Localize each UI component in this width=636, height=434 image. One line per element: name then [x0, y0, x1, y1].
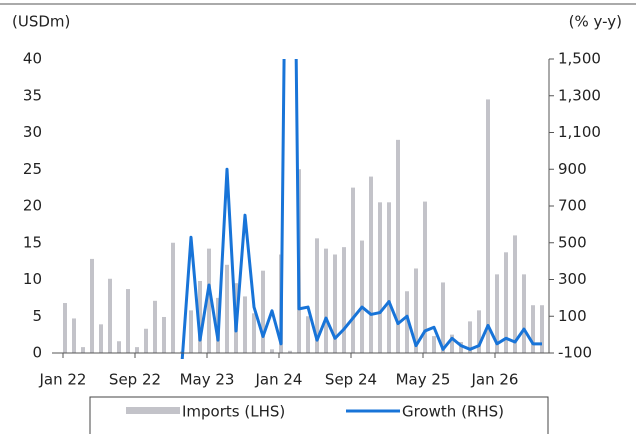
bar: [63, 303, 67, 353]
y-tick-label: 0: [32, 344, 42, 362]
bar: [270, 349, 274, 353]
bar: [135, 347, 139, 353]
bar: [396, 139, 400, 353]
y-tick-label: 35: [23, 86, 42, 104]
x-tick-label: Sep 24: [325, 371, 377, 389]
bar: [540, 305, 544, 353]
bar: [333, 254, 337, 353]
bar: [450, 334, 454, 353]
y-tick-label: 10: [23, 270, 42, 288]
bar: [387, 202, 391, 353]
bar: [261, 270, 265, 353]
bar: [441, 282, 445, 353]
growth-line: [180, 59, 542, 359]
y-axis-label: (USDm): [12, 13, 70, 31]
bar: [351, 187, 355, 353]
y2-tick-label: 300: [558, 270, 587, 288]
legend-label: Imports (LHS): [182, 403, 285, 421]
y2-tick-label: 900: [558, 160, 587, 178]
lines: [180, 59, 542, 359]
bar: [495, 274, 499, 353]
bars: [63, 99, 544, 353]
bar: [99, 324, 103, 353]
y2-tick-label: 1,300: [558, 86, 601, 104]
bar: [153, 300, 157, 353]
y2-tick-label: 1,500: [558, 50, 601, 68]
y-tick-label: 5: [32, 307, 42, 325]
bar: [315, 238, 319, 353]
y-tick-label: 30: [23, 123, 42, 141]
bar: [207, 248, 211, 353]
legend-swatch: [126, 407, 180, 414]
bar: [477, 310, 481, 353]
y-tick-label: 25: [23, 160, 42, 178]
y2-tick-label: 500: [558, 233, 587, 251]
y2-axis-label: (% y-y): [569, 13, 622, 31]
bar: [189, 310, 193, 353]
x-tick-label: Jan 22: [39, 371, 87, 389]
bar: [162, 316, 166, 353]
bar: [243, 296, 247, 353]
bar: [108, 278, 112, 353]
bar: [414, 268, 418, 353]
bar: [117, 341, 121, 353]
bar: [405, 291, 409, 353]
x-tick-label: Jan 24: [255, 371, 303, 389]
y-tick-label: 20: [23, 197, 42, 215]
bar: [468, 321, 472, 353]
bar: [531, 305, 535, 353]
bar: [324, 248, 328, 353]
y2-tick-label: 100: [558, 307, 587, 325]
bar: [81, 347, 85, 353]
bar: [126, 289, 130, 353]
bar: [72, 318, 76, 353]
legend-box: [89, 396, 549, 434]
bar: [225, 264, 229, 353]
bar: [459, 341, 463, 353]
bar: [171, 242, 175, 353]
bar: [198, 280, 202, 353]
bar: [360, 240, 364, 353]
bar: [504, 252, 508, 353]
bar: [486, 99, 490, 353]
x-tick-label: May 23: [180, 371, 235, 389]
y2-tick-label: 1,100: [558, 123, 601, 141]
bar: [90, 258, 94, 353]
bar: [306, 316, 310, 353]
bar: [423, 201, 427, 353]
x-tick-label: Jan 26: [471, 371, 519, 389]
bar: [378, 202, 382, 353]
bar: [252, 313, 256, 353]
y-tick-label: 15: [23, 233, 42, 251]
bar: [144, 328, 148, 353]
y-tick-label: 40: [23, 50, 42, 68]
bar: [288, 350, 292, 353]
x-tick-label: Sep 22: [109, 371, 161, 389]
y2-tick-label: -100: [558, 344, 592, 362]
bar: [369, 176, 373, 353]
legend-label: Growth (RHS): [402, 403, 504, 421]
bar: [342, 247, 346, 353]
x-tick-label: May 25: [396, 371, 451, 389]
y2-tick-label: 700: [558, 197, 587, 215]
bar: [522, 274, 526, 353]
bar: [513, 235, 517, 353]
bar: [432, 336, 436, 353]
